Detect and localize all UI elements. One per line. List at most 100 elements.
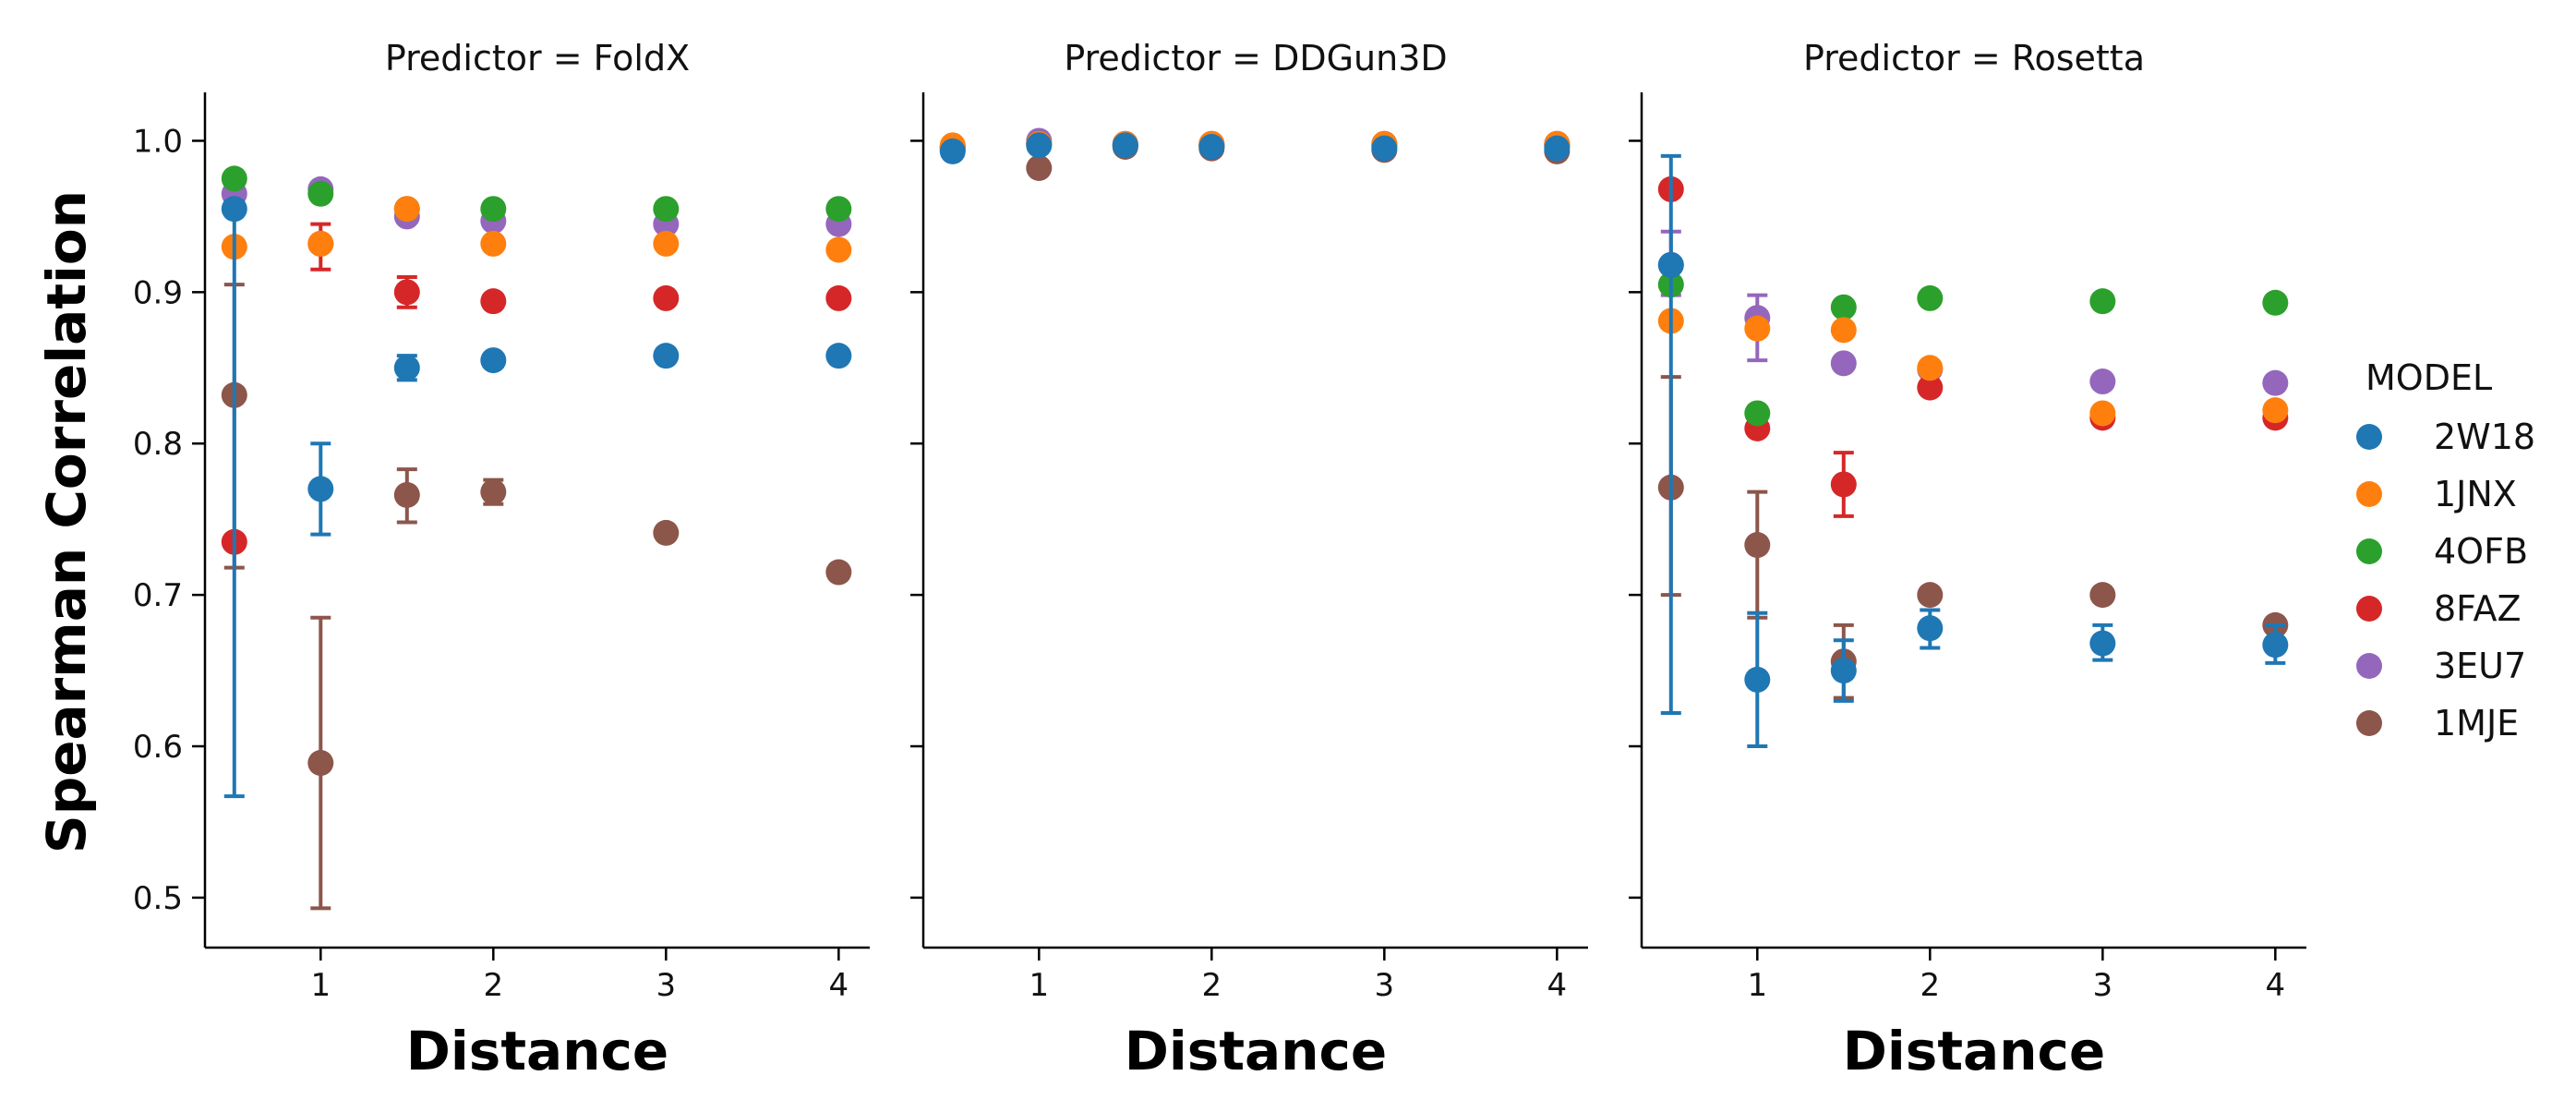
data-point-3EU7	[2262, 369, 2289, 396]
data-point-2W18	[1830, 658, 1857, 684]
x-axis-label: Distance	[1125, 1020, 1387, 1082]
data-point-1JNX	[307, 230, 334, 257]
panel-title: Predictor = FoldX	[385, 38, 690, 79]
x-axis-label: Distance	[406, 1020, 668, 1082]
series-1JNX	[1657, 308, 2289, 427]
legend-marker-8FAZ	[2356, 596, 2382, 622]
data-point-1JNX	[2089, 400, 2116, 427]
x-tick-label: 1	[1029, 967, 1049, 1004]
legend-label-2W18: 2W18	[2434, 417, 2535, 457]
series-8FAZ	[221, 222, 852, 555]
data-point-3EU7	[2089, 369, 2116, 395]
data-point-4OFB	[825, 196, 852, 223]
panel-title: Predictor = Rosetta	[1803, 38, 2145, 79]
data-point-1MJE	[480, 478, 507, 505]
data-point-2W18	[1544, 135, 1571, 162]
data-point-2W18	[221, 196, 247, 223]
x-axis-label: Distance	[1843, 1020, 2105, 1082]
x-tick-label: 1	[310, 967, 331, 1004]
legend-marker-4OFB	[2356, 538, 2382, 564]
data-point-2W18	[1917, 615, 1944, 642]
data-point-1JNX	[1744, 315, 1771, 342]
data-point-4OFB	[1830, 294, 1857, 320]
x-tick-label: 4	[1547, 967, 1568, 1004]
data-point-2W18	[1657, 251, 1684, 278]
data-point-8FAZ	[825, 284, 852, 311]
legend-label-8FAZ: 8FAZ	[2434, 588, 2522, 629]
data-point-8FAZ	[480, 288, 507, 315]
series-2W18	[1657, 153, 2289, 749]
panel-2: Predictor = DDGun3D 1 2 3 4 Distance	[910, 38, 1588, 1082]
data-point-4OFB	[1917, 284, 1944, 311]
data-point-4OFB	[221, 165, 247, 192]
series-1JNX	[221, 196, 852, 263]
data-point-1MJE	[393, 481, 420, 508]
legend-label-3EU7: 3EU7	[2434, 646, 2526, 686]
data-point-2W18	[1744, 666, 1771, 693]
x-tick-label: 2	[1920, 967, 1940, 1004]
data-point-4OFB	[2089, 288, 2116, 315]
series-4OFB	[1657, 272, 2289, 427]
data-point-2W18	[480, 347, 507, 374]
data-point-1MJE	[307, 750, 334, 777]
data-point-4OFB	[307, 180, 334, 207]
legend-title: MODEL	[2365, 357, 2492, 398]
x-tick-label: 3	[2093, 967, 2113, 1004]
legend-entries: 2W18 1JNX 4OFB 8FAZ 3EU7 1MJE	[2356, 417, 2535, 743]
series-3EU7	[1657, 229, 2289, 396]
legend: MODEL 2W18 1JNX 4OFB 8FAZ 3EU7 1MJE	[2356, 357, 2535, 743]
data-point-2W18	[653, 343, 680, 369]
legend-marker-2W18	[2356, 424, 2382, 450]
x-tick-label: 1	[1747, 967, 1767, 1004]
data-point-1JNX	[1917, 355, 1944, 381]
x-tick-label: 2	[1201, 967, 1222, 1004]
panel-title: Predictor = DDGun3D	[1064, 38, 1447, 79]
legend-label-1JNX: 1JNX	[2434, 474, 2517, 514]
data-point-2W18	[1371, 135, 1398, 162]
y-tick-label: 1.0	[133, 123, 183, 160]
legend-marker-1JNX	[2356, 481, 2382, 507]
data-point-2W18	[1198, 134, 1225, 161]
y-tick-label: 0.8	[133, 426, 183, 463]
data-point-1JNX	[1830, 317, 1857, 344]
y-tick-label: 0.5	[133, 880, 183, 917]
data-point-1JNX	[393, 196, 420, 223]
panel-3: Predictor = Rosetta 1 2 3 4 Distance	[1629, 38, 2306, 1082]
x-tick-label: 3	[1375, 967, 1395, 1004]
data-point-1JNX	[825, 236, 852, 263]
x-tick-label: 4	[829, 967, 849, 1004]
y-tick-label: 0.9	[133, 274, 183, 311]
panel-1: Predictor = FoldX 0.5 0.6 0.7 0.8 0.9 1.0 1 2 3 4 D…	[133, 38, 870, 1082]
data-point-2W18	[2089, 630, 2116, 657]
data-point-4OFB	[1744, 400, 1771, 427]
legend-marker-1MJE	[2356, 710, 2382, 736]
x-tick-label: 4	[2266, 967, 2286, 1004]
data-point-1MJE	[1917, 582, 1944, 609]
series-2W18	[221, 196, 852, 799]
legend-label-4OFB: 4OFB	[2434, 531, 2528, 572]
data-point-4OFB	[480, 196, 507, 223]
y-axis-label: Spearman Correlation	[35, 190, 98, 853]
data-point-8FAZ	[653, 284, 680, 311]
data-point-2W18	[825, 343, 852, 369]
data-point-1JNX	[2262, 397, 2289, 424]
series-2W18	[939, 132, 1571, 164]
data-point-1MJE	[1744, 532, 1771, 559]
data-point-2W18	[307, 476, 334, 502]
data-point-4OFB	[2262, 289, 2289, 316]
y-tick-label: 0.6	[133, 729, 183, 766]
data-point-4OFB	[653, 196, 680, 223]
legend-label-1MJE: 1MJE	[2434, 703, 2519, 743]
data-point-1MJE	[2089, 582, 2116, 609]
data-point-8FAZ	[1830, 471, 1857, 498]
data-point-1JNX	[480, 230, 507, 257]
legend-marker-3EU7	[2356, 653, 2382, 679]
data-point-1MJE	[653, 519, 680, 546]
data-point-1JNX	[653, 230, 680, 257]
x-tick-label: 2	[483, 967, 503, 1004]
data-point-2W18	[2262, 632, 2289, 659]
data-point-2W18	[393, 355, 420, 381]
data-point-8FAZ	[1917, 374, 1944, 401]
